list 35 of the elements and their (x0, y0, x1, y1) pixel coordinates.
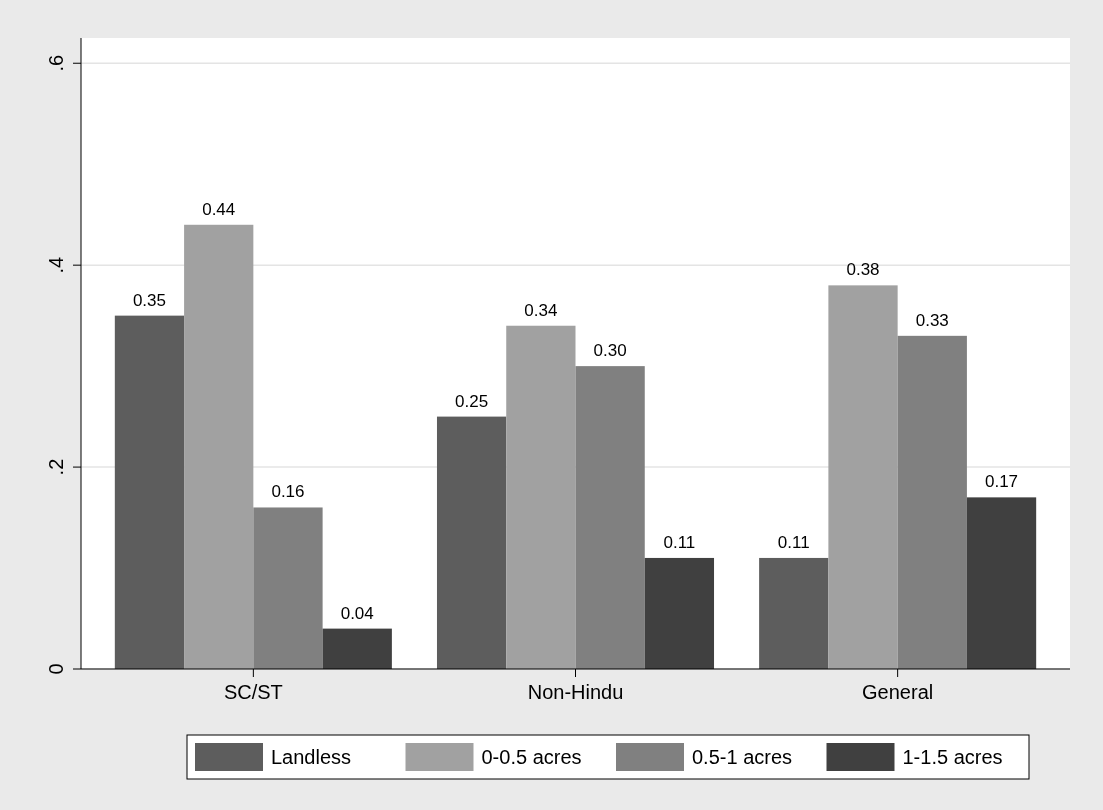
x-tick-label: SC/ST (223, 681, 283, 703)
bar (253, 507, 323, 669)
legend-label: Landless (271, 746, 352, 768)
x-tick-label: Non-Hindu (527, 681, 624, 703)
data-label: 0.11 (663, 532, 696, 552)
bar (575, 366, 645, 669)
bar (114, 315, 185, 669)
bar (759, 557, 829, 669)
legend-label: 0-0.5 acres (481, 746, 582, 768)
bar (436, 416, 507, 669)
data-label: 0.44 (202, 199, 236, 219)
data-label: 0.30 (593, 341, 627, 361)
data-label: 0.16 (271, 482, 305, 502)
bar (644, 557, 715, 669)
bar (184, 224, 254, 669)
bar (828, 285, 898, 669)
y-tick-label: .4 (45, 256, 67, 274)
y-tick-label: .2 (45, 458, 67, 476)
legend-label: 0.5-1 acres (692, 746, 793, 768)
bar (322, 628, 392, 669)
bar (506, 325, 576, 669)
data-label: 0.34 (524, 300, 558, 320)
x-tick-label: General (862, 681, 934, 703)
bar (966, 497, 1037, 669)
data-label: 0.25 (455, 391, 489, 411)
y-tick-label: .6 (45, 54, 67, 72)
y-tick-label: 0 (45, 663, 67, 675)
data-label: 0.38 (846, 260, 880, 280)
data-label: 0.35 (132, 290, 166, 310)
data-label: 0.11 (777, 532, 810, 552)
legend-label: 1-1.5 acres (902, 746, 1003, 768)
data-label: 0.04 (340, 603, 374, 623)
data-label: 0.33 (915, 310, 949, 330)
bar (897, 335, 967, 669)
data-label: 0.17 (985, 472, 1019, 492)
